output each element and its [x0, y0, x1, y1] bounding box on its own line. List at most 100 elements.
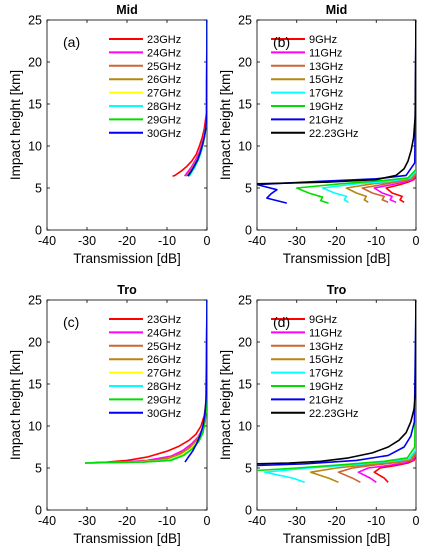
y-tick-label: 15	[28, 378, 42, 392]
x-tick-label: -20	[327, 514, 345, 528]
legend-entry: 29GHz	[147, 394, 181, 406]
x-tick-label: -40	[38, 234, 56, 248]
y-tick-label: 5	[245, 462, 252, 476]
series-line-24GHz	[84, 300, 207, 464]
series-line-29GHz	[84, 300, 207, 464]
chart-panel-3: -40 -30 -20 -10 0 0 5 10 15 20 25 Tro Transmission […	[8, 283, 211, 546]
panel-label: (d)	[273, 314, 290, 330]
y-tick-label: 25	[28, 294, 42, 308]
y-tick-label: 20	[238, 336, 252, 350]
x-tick-label: 0	[204, 234, 211, 248]
x-axis-label: Transmission [dB]	[73, 531, 181, 546]
series-line-30GHz	[184, 300, 207, 463]
series-line-17GHz	[264, 300, 416, 484]
legend-entry: 26GHz	[147, 354, 181, 366]
legend-entry: 11GHz	[309, 47, 342, 59]
series-line-27GHz	[188, 20, 207, 177]
legend-entry: 25GHz	[147, 61, 181, 73]
x-axis-label: Transmission [dB]	[283, 531, 391, 546]
y-axis-label: Impact height [km]	[218, 70, 233, 180]
series-line-15GHz	[345, 20, 416, 203]
legend-entry: 24GHz	[147, 47, 181, 59]
series-line-17GHz	[321, 20, 416, 203]
legend-entry: 29GHz	[147, 114, 181, 126]
series-line-27GHz	[84, 300, 207, 464]
legend-entry: 19GHz	[309, 381, 343, 393]
y-tick-label: 5	[245, 182, 252, 196]
y-tick-label: 25	[238, 294, 252, 308]
legend-entry: 13GHz	[309, 61, 343, 73]
series-line-24GHz	[183, 20, 207, 177]
x-tick-label: -20	[118, 234, 136, 248]
series-line-23GHz	[84, 300, 207, 464]
legend-entry: 21GHz	[309, 394, 343, 406]
x-tick-label: -40	[248, 514, 266, 528]
x-tick-label: -10	[367, 514, 385, 528]
y-tick-label: 0	[35, 224, 42, 238]
legend-entry: 30GHz	[147, 408, 181, 420]
legend-entry: 11GHz	[309, 327, 342, 339]
series-line-19GHz	[295, 20, 416, 204]
x-tick-label: -20	[118, 514, 136, 528]
y-axis-label: Impact height [km]	[8, 350, 23, 460]
series-group	[172, 20, 207, 177]
legend-entry: 27GHz	[147, 88, 181, 100]
legend-entry: 23GHz	[147, 34, 181, 46]
series-line-11GHz	[373, 20, 416, 204]
y-axis-label: Impact height [km]	[8, 70, 23, 180]
y-tick-label: 10	[238, 420, 252, 434]
legend-entry: 17GHz	[309, 88, 343, 100]
y-tick-label: 20	[28, 56, 42, 70]
legend-entry: 15GHz	[309, 354, 343, 366]
series-line-13GHz	[337, 300, 416, 484]
chart-title: Tro	[327, 283, 347, 297]
legend-entry: 9GHz	[309, 314, 337, 326]
y-tick-label: 20	[238, 56, 252, 70]
x-axis-label: Transmission [dB]	[73, 251, 181, 266]
legend-entry: 17GHz	[309, 368, 343, 380]
series-group	[84, 300, 207, 464]
y-tick-label: 15	[238, 378, 252, 392]
y-tick-label: 10	[238, 140, 252, 154]
y-tick-label: 15	[238, 98, 252, 112]
series-line-21GHz	[257, 300, 416, 467]
series-group	[257, 300, 416, 484]
legend-entry: 21GHz	[309, 114, 343, 126]
panel-label: (c)	[63, 314, 79, 330]
x-tick-label: -20	[327, 234, 345, 248]
series-line-11GHz	[357, 300, 416, 483]
legend-entry: 24GHz	[147, 327, 181, 339]
y-tick-label: 0	[35, 504, 42, 518]
y-tick-label: 0	[245, 504, 252, 518]
legend-entry: 22.23GHz	[309, 128, 359, 140]
legend-entry: 30GHz	[147, 128, 181, 140]
x-tick-label: -10	[367, 234, 385, 248]
chart-panel-1: -40 -30 -20 -10 0 0 5 10 15 20 25 Mid Transmission […	[8, 3, 211, 266]
x-axis-label: Transmission [dB]	[283, 251, 391, 266]
chart-panel-4: -40 -30 -20 -10 0 0 5 10 15 20 25 Tro Transmission […	[218, 283, 420, 546]
x-tick-label: 0	[204, 514, 211, 528]
series-line-15GHz	[309, 300, 416, 484]
series-line-25GHz	[84, 300, 207, 464]
chart-title: Tro	[117, 283, 137, 297]
legend-entry: 25GHz	[147, 341, 181, 353]
y-tick-label: 25	[28, 14, 42, 28]
series-line-13GHz	[361, 20, 416, 204]
legend-entry: 15GHz	[309, 74, 343, 86]
legend-entry: 22.23GHz	[309, 408, 359, 420]
x-tick-label: 0	[413, 514, 420, 528]
series-line-21GHz	[257, 20, 416, 204]
legend-entry: 9GHz	[309, 34, 337, 46]
legend-entry: 28GHz	[147, 381, 181, 393]
series-line-22.23GHz	[257, 300, 416, 465]
chart-title: Mid	[116, 3, 138, 17]
y-tick-label: 10	[28, 140, 42, 154]
series-line-26GHz	[84, 300, 207, 464]
chart-panel-2: -40 -30 -20 -10 0 0 5 10 15 20 25 Mid Transmission […	[218, 3, 420, 266]
series-line-29GHz	[187, 20, 207, 177]
y-axis-label: Impact height [km]	[218, 350, 233, 460]
x-tick-label: -10	[158, 234, 176, 248]
y-tick-label: 25	[238, 14, 252, 28]
y-tick-label: 5	[35, 462, 42, 476]
